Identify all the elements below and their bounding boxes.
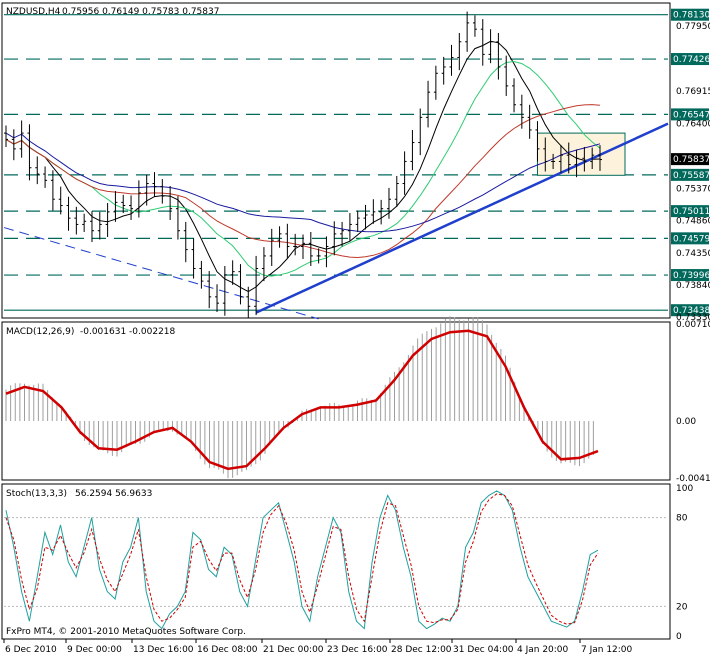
price-plot: 0.78130 0.77426 0.76547 0.75587 0.75011 0.745… (3, 8, 710, 323)
level-tag-label-2: 0.76547 (673, 110, 710, 120)
level-tag-bg-5 (671, 232, 709, 245)
ma-navy-line (5, 132, 601, 233)
level-tag-label-6: 0.73996 (673, 271, 710, 281)
level-tag-label-3: 0.75587 (673, 171, 710, 181)
downtrend-dashed-line (3, 227, 319, 320)
macd-values: -0.001631 -0.002218 (80, 327, 176, 337)
stoch-tick-0: 100 (676, 484, 693, 494)
copyright-text: FxPro MT4, © 2001-2010 MetaQuotes Softwa… (6, 627, 246, 637)
stoch-values: 56.2594 56.9633 (75, 489, 152, 499)
stoch-tick-2: 20 (676, 602, 688, 612)
time-tick-4: 21 Dec 00:00 (263, 645, 324, 655)
macd-signal-line (5, 329, 599, 471)
time-tick-0: 6 Dec 2010 (5, 645, 57, 655)
stoch-panel[interactable] (1, 483, 671, 640)
price-tick-2: 0.76400 (676, 120, 710, 130)
macd-tick-1: 0.00 (676, 417, 696, 427)
ma-green-line (5, 60, 601, 277)
stoch-main-line (5, 490, 599, 630)
price-tick-4: 0.74860 (676, 217, 710, 227)
time-tick-8: 4 Jan 20:00 (517, 645, 569, 655)
time-tick-3: 16 Dec 08:00 (197, 645, 258, 655)
level-tag-bg-6 (671, 269, 709, 282)
macd-tick-2: -0.00417 (676, 474, 710, 484)
level-tag-bg-4 (671, 205, 709, 218)
level-tag-label-1: 0.77426 (673, 55, 710, 65)
level-tag-bg-2 (671, 108, 709, 121)
consolidation-box (536, 132, 626, 176)
stoch-tick-1: 80 (676, 514, 688, 524)
current-price-tag-bg (671, 153, 709, 166)
price-tick-6: 0.73840 (676, 281, 710, 291)
time-tick-7: 31 Dec 04:00 (453, 645, 514, 655)
level-tag-label-7: 0.73438 (673, 306, 710, 316)
level-tag-label-0: 0.78130 (673, 11, 710, 21)
price-tick-0: 0.77950 (676, 22, 710, 32)
stoch-title: Stoch(13,3,3) (6, 489, 67, 499)
level-tag-bg-7 (671, 304, 709, 317)
macd-plot: 0.00710 0.00 -0.00417 (5, 316, 710, 484)
level-tag-label-4: 0.75011 (673, 207, 710, 217)
macd-title: MACD(12,26,9) (6, 327, 74, 337)
time-tick-2: 13 Dec 16:00 (133, 645, 194, 655)
price-title: NZDUSD,H4 (6, 7, 61, 17)
stoch-plot: 100 80 20 0 (4, 484, 693, 642)
macd-panel[interactable] (1, 321, 671, 481)
price-tick-1: 0.76915 (676, 87, 710, 97)
price-ohlc: 0.75956 0.76149 0.75783 0.75837 (62, 7, 219, 17)
price-tick-3: 0.75370 (676, 185, 710, 195)
level-tag-label-5: 0.74579 (673, 234, 710, 244)
time-tick-1: 9 Dec 00:00 (67, 645, 122, 655)
time-tick-6: 28 Dec 12:00 (391, 645, 452, 655)
price-tick-7: 0.73330 (676, 313, 710, 323)
current-price-tag: 0.75837 (673, 155, 710, 165)
stoch-tick-3: 0 (676, 632, 682, 642)
time-tick-5: 23 Dec 16:00 (327, 645, 388, 655)
stoch-signal-line (5, 493, 599, 625)
level-tag-bg-1 (671, 53, 709, 66)
level-tag-bg-3 (671, 168, 709, 181)
time-tick-9: 7 Jan 12:00 (581, 645, 633, 655)
level-tag-bg-0 (671, 8, 709, 21)
macd-tick-0: 0.00710 (676, 320, 710, 330)
time-axis: 6 Dec 2010 9 Dec 00:00 13 Dec 16:00 16 Dec … (3, 639, 633, 655)
price-tick-5: 0.74350 (676, 249, 710, 259)
